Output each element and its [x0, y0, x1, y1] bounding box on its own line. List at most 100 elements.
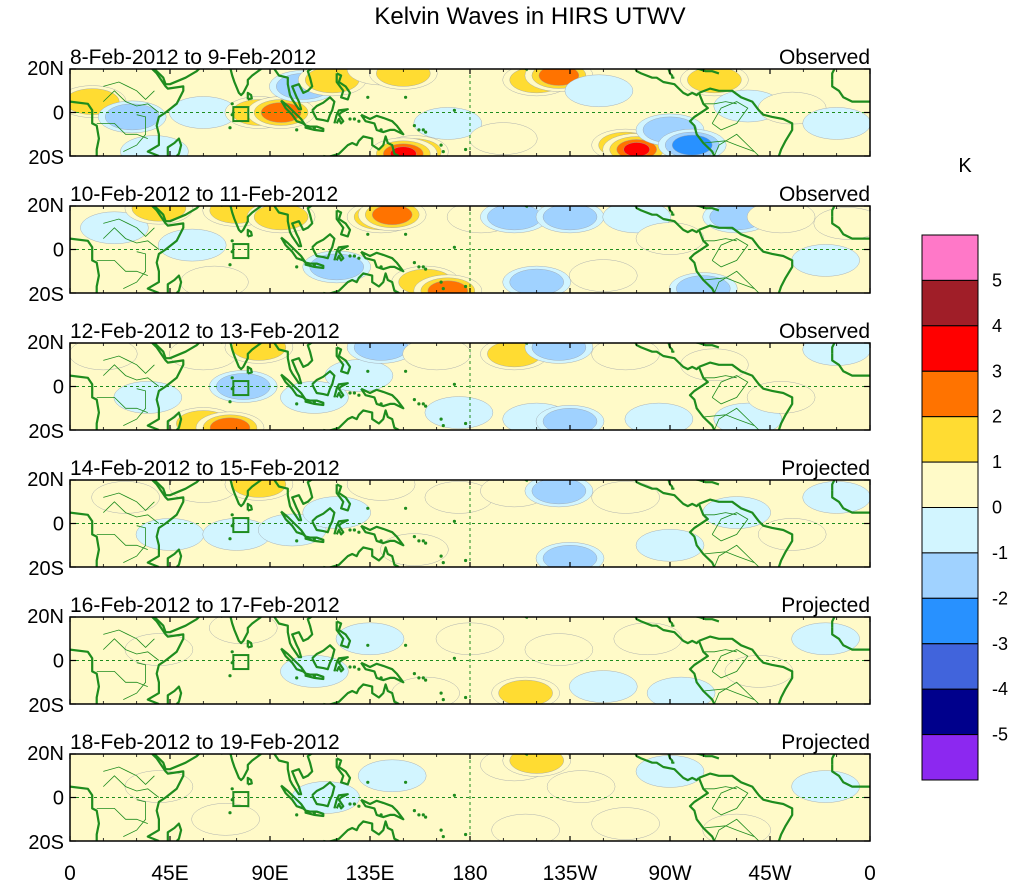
island [417, 813, 421, 817]
latitude-tick-label: 20S [28, 832, 64, 854]
coastline [153, 69, 201, 86]
island [452, 519, 456, 523]
panel-date-label: 8-Feb-2012 to 9-Feb-2012 [70, 46, 316, 69]
anomaly-contour [491, 813, 560, 841]
anomaly-contour [358, 759, 427, 792]
coastline [304, 535, 325, 544]
island [348, 665, 352, 669]
anomaly-contour [380, 533, 449, 566]
coastline [304, 672, 325, 681]
anomaly-contour [253, 206, 309, 231]
country-border [103, 90, 160, 113]
anomaly-contour [724, 655, 794, 688]
island [366, 506, 370, 510]
figure-title: Kelvin Waves in HIRS UTWV [374, 3, 685, 30]
longitude-tick-label: 180 [452, 862, 487, 885]
country-border [703, 825, 755, 837]
latitude-tick-label: 20S [28, 147, 64, 169]
country-border [123, 388, 146, 426]
island [441, 561, 445, 565]
coastline [693, 480, 720, 486]
coastline [221, 617, 262, 645]
coastline [166, 137, 183, 156]
island [452, 382, 456, 386]
island [441, 698, 445, 702]
coastline [698, 224, 794, 293]
island [295, 813, 299, 817]
island [230, 102, 234, 106]
island [424, 267, 428, 271]
latitude-tick-label: 0 [53, 788, 64, 810]
country-border [714, 407, 760, 430]
colorbar-unit: K [958, 155, 972, 177]
country-border [123, 525, 146, 563]
country-border [703, 786, 737, 790]
island [357, 256, 361, 260]
country-border [96, 260, 148, 276]
colorbar-swatch [921, 552, 979, 599]
island [412, 535, 416, 539]
panel-status-label: Observed [779, 46, 870, 69]
anomaly-contour [813, 207, 870, 240]
island [366, 95, 370, 99]
island [357, 530, 361, 534]
island [439, 691, 443, 695]
coastline [360, 798, 405, 821]
longitude-tick-label: 135W [543, 862, 598, 885]
island [464, 284, 468, 289]
map-area [69, 753, 871, 842]
coastline [698, 498, 794, 567]
colorbar-swatch [921, 507, 979, 554]
coastline [166, 822, 183, 841]
coastline [333, 793, 349, 810]
coastline [831, 343, 836, 354]
island [295, 402, 299, 406]
country-border [711, 786, 749, 816]
map-panel: 12-Feb-2012 to 13-Feb-2012 Observed 20N 0 20… [27, 320, 871, 443]
anomaly-contour [591, 807, 660, 840]
anomaly-contour [591, 481, 660, 514]
country-border [703, 101, 737, 105]
island [352, 665, 356, 669]
coastline [831, 627, 870, 651]
coastline [314, 61, 330, 66]
coastline [153, 480, 201, 497]
panel-date-label: 12-Feb-2012 to 13-Feb-2012 [70, 320, 340, 343]
coastline [166, 548, 183, 567]
panel-status-label: Observed [779, 183, 870, 206]
coastline [273, 206, 314, 248]
country-border [103, 629, 155, 648]
coastline [831, 69, 836, 80]
coastline [146, 617, 185, 704]
island [379, 813, 383, 817]
map-panel: 16-Feb-2012 to 17-Feb-2012 Projected 20N 0 2… [27, 594, 871, 717]
panel-status-label: Observed [779, 320, 870, 343]
island [357, 804, 361, 808]
coastline [831, 79, 870, 103]
island [312, 400, 316, 404]
latitude-tick-label: 20S [28, 695, 64, 717]
coastline [831, 353, 870, 377]
island [228, 537, 232, 541]
island [312, 811, 316, 815]
island [230, 787, 234, 791]
anomaly-contour [791, 622, 860, 655]
longitude-tick-label: 45W [748, 862, 791, 885]
region-box [232, 654, 250, 671]
longitude-tick-label: 0 [864, 862, 876, 885]
coastline [688, 366, 716, 430]
colorbar-swatch [921, 370, 979, 418]
coastline [146, 754, 185, 841]
country-border [123, 251, 146, 289]
coastline [323, 409, 400, 430]
colorbar-legend: K 5 4 3 2 1 0 -1 -2 -3 -4 -5 [921, 155, 1008, 781]
coastline [246, 91, 253, 101]
island [366, 643, 370, 647]
anomaly-contour [105, 103, 160, 131]
latitude-tick-label: 0 [53, 240, 64, 262]
anomaly-contour [531, 343, 587, 361]
anomaly-contour [402, 343, 471, 371]
island [417, 539, 421, 543]
coastline [166, 685, 183, 704]
anomaly-contour [802, 481, 870, 514]
